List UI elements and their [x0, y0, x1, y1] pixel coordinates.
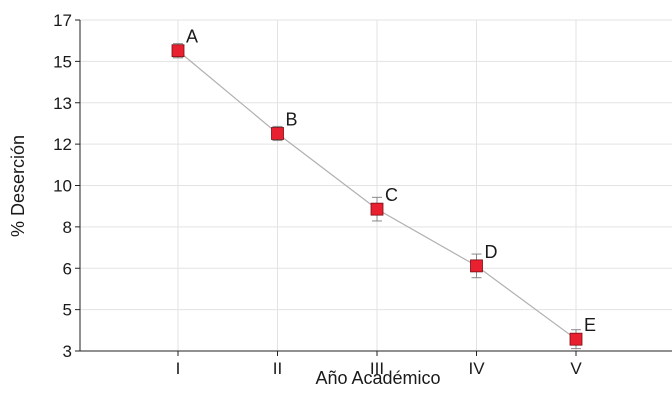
y-tick-label: 17 — [53, 11, 72, 30]
data-point-label: D — [485, 242, 498, 262]
data-point-label: B — [286, 109, 298, 129]
y-ticks: 3 5 6 8 10 12 13 15 17 — [53, 11, 80, 361]
y-tick-label: 13 — [53, 94, 72, 113]
data-point-marker — [471, 260, 483, 272]
y-tick-label: 10 — [53, 177, 72, 196]
x-axis-title: Año Académico — [315, 368, 440, 388]
y-tick-label: 6 — [63, 259, 72, 278]
y-tick-label: 8 — [63, 218, 72, 237]
y-tick-label: 5 — [63, 301, 72, 320]
x-tick-label: II — [273, 359, 282, 378]
data-point-label: C — [385, 185, 398, 205]
y-axis-title: % Deserción — [8, 135, 28, 237]
data-point-marker — [172, 45, 184, 57]
data-point-marker — [570, 333, 582, 345]
y-tick-label: 12 — [53, 135, 72, 154]
data-point-label: A — [186, 27, 198, 47]
data-point-label: E — [584, 315, 596, 335]
x-tick-label: IV — [468, 359, 485, 378]
x-tick-label: V — [570, 359, 582, 378]
series: A B C D E — [172, 27, 596, 349]
x-tick-label: I — [176, 359, 181, 378]
grid — [80, 20, 672, 351]
data-point-marker — [371, 203, 383, 215]
y-tick-label: 3 — [63, 342, 72, 361]
y-tick-label: 15 — [53, 52, 72, 71]
data-point-marker — [272, 127, 284, 139]
